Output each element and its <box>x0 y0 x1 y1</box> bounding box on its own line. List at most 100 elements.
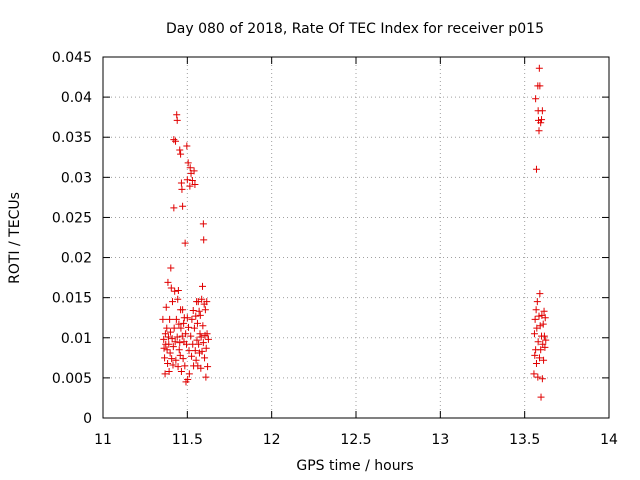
y-tick-labels: 0 0.005 0.01 0.015 0.02 0.025 0.03 0.035 0.04 0.0… <box>52 50 92 427</box>
data-point <box>173 333 181 341</box>
data-point <box>189 340 197 348</box>
data-point <box>160 335 168 343</box>
data-point <box>203 330 211 338</box>
data-point <box>536 82 544 90</box>
data-point <box>163 324 171 332</box>
data-point <box>174 286 182 294</box>
data-point <box>176 146 184 154</box>
data-point <box>176 339 184 347</box>
data-point <box>164 333 172 341</box>
x-tick-label: 12.5 <box>340 432 371 448</box>
data-point <box>170 136 178 144</box>
x-tick-label: 11 <box>94 432 112 448</box>
data-point <box>535 127 543 135</box>
data-point <box>173 116 181 124</box>
data-point <box>190 167 198 175</box>
data-point <box>167 264 175 272</box>
data-point <box>162 303 170 311</box>
data-point <box>541 314 549 322</box>
data-point <box>166 349 174 357</box>
plot-frame <box>102 56 610 419</box>
y-tick-label: 0.005 <box>52 371 92 387</box>
data-point <box>197 364 205 372</box>
data-point <box>196 311 204 319</box>
x-tick-label: 11.5 <box>172 432 203 448</box>
y-tick-label: 0.045 <box>52 50 92 66</box>
data-point <box>538 116 546 124</box>
data-point <box>173 111 181 119</box>
data-point <box>202 344 210 352</box>
data-point <box>177 179 185 187</box>
data-point <box>184 375 192 383</box>
data-point <box>185 370 193 378</box>
data-point <box>177 367 185 375</box>
y-tick-label: 0.04 <box>61 90 92 106</box>
data-point <box>164 359 172 367</box>
data-point <box>530 370 538 378</box>
data-point <box>199 339 207 347</box>
data-point <box>199 322 207 330</box>
data-point <box>530 330 538 338</box>
data-point <box>182 330 190 338</box>
data-point <box>172 137 180 145</box>
data-point <box>168 355 176 363</box>
data-point <box>199 220 207 228</box>
data-point <box>192 312 200 320</box>
x-tick-label: 12 <box>263 432 281 448</box>
data-point <box>540 356 548 364</box>
data-point <box>537 346 545 354</box>
data-point <box>167 284 175 292</box>
y-tick-label: 0.035 <box>52 130 92 146</box>
data-point <box>540 307 548 315</box>
data-point <box>190 324 198 332</box>
data-point <box>189 307 197 315</box>
data-point <box>536 354 544 362</box>
data-point <box>181 362 189 370</box>
data-point <box>536 322 544 330</box>
data-point <box>531 315 539 323</box>
data-point <box>197 333 205 341</box>
x-tick-label: 13.5 <box>509 432 540 448</box>
data-point <box>198 295 206 303</box>
data-point <box>192 356 200 364</box>
data-point <box>534 373 542 381</box>
data-point <box>185 323 193 331</box>
data-point <box>172 315 180 323</box>
data-point <box>183 314 191 322</box>
data-point <box>193 319 201 327</box>
data-point <box>534 338 542 346</box>
data-point <box>200 236 208 244</box>
data-point <box>183 176 191 184</box>
data-point <box>187 332 195 340</box>
data-point <box>159 315 167 323</box>
data-point <box>180 319 188 327</box>
data-point <box>174 363 182 371</box>
data-point <box>179 355 187 363</box>
data-point <box>160 344 168 352</box>
y-tick-label: 0.03 <box>61 170 92 186</box>
data-point <box>533 298 541 306</box>
data-point <box>161 370 169 378</box>
data-point <box>177 150 185 158</box>
data-point <box>537 119 545 127</box>
data-point <box>541 343 549 351</box>
data-point <box>196 330 204 338</box>
data-point <box>168 335 176 343</box>
data-point <box>204 363 212 371</box>
data-point <box>198 347 206 355</box>
data-point <box>172 356 180 364</box>
data-point <box>170 324 178 332</box>
data-point <box>185 347 193 355</box>
data-point <box>195 340 203 348</box>
data-point <box>532 95 540 103</box>
data-point <box>188 352 196 360</box>
data-point <box>174 295 182 303</box>
data-point <box>532 306 540 314</box>
y-tick-label: 0.02 <box>61 251 92 267</box>
data-point <box>193 336 201 344</box>
data-point <box>182 340 190 348</box>
data-point <box>204 335 212 343</box>
data-point <box>542 336 550 344</box>
data-point <box>181 239 189 247</box>
